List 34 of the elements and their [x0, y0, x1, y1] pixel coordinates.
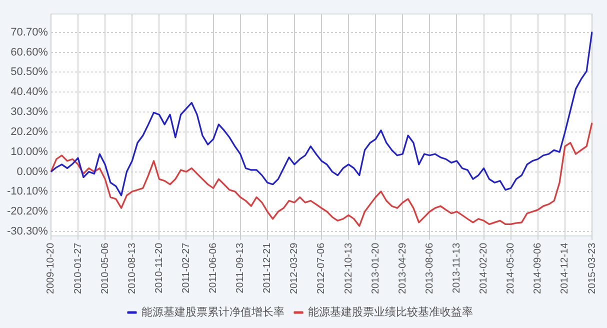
x-tick-label: 2014-12-14: [560, 242, 571, 294]
y-tick-label: 50.50%: [10, 66, 48, 78]
x-tick-label: 2015-03-23: [586, 242, 598, 294]
y-tick-label: 30.30%: [10, 106, 48, 118]
x-tick-label: 2014-05-30: [506, 242, 517, 294]
y-tick-label: 70.70%: [10, 26, 48, 38]
legend-label: 能源基建股票业绩比较基准收益率: [308, 305, 473, 318]
y-tick-label: 0.00%: [16, 166, 48, 178]
x-tick-label: 2013-04-29: [397, 242, 408, 294]
y-tick-label: -20.20%: [6, 206, 48, 218]
x-tick-label: 2012-03-29: [289, 242, 300, 294]
x-tick-label: 2010-05-06: [100, 242, 111, 294]
legend-label: 能源基建股票累计净值增长率: [142, 305, 284, 318]
x-tick-label: 2013-01-20: [370, 242, 382, 294]
x-tick-label: 2011-09-13: [235, 242, 246, 294]
x-tick-label: 2014-09-06: [532, 242, 544, 294]
x-tick-label: 2010-01-27: [72, 242, 84, 294]
y-tick-label: 20.20%: [10, 126, 48, 138]
x-tick-label: 2013-11-13: [451, 242, 462, 294]
x-tick-label: 2011-02-27: [180, 242, 192, 294]
x-tick-label: 2009-10-20: [46, 242, 57, 294]
y-tick-label: -30.30%: [6, 226, 48, 238]
y-tick-label: 60.60%: [10, 46, 48, 58]
x-tick-label: 2010-08-13: [126, 242, 138, 294]
x-tick-label: 2014-02-20: [478, 242, 490, 294]
x-tick-label: 2012-07-06: [316, 242, 328, 294]
y-tick-label: -10.10%: [6, 186, 48, 198]
x-tick-label: 2011-12-21: [262, 242, 274, 294]
x-tick-label: 2010-11-20: [154, 242, 165, 294]
y-tick-label: 40.40%: [10, 86, 48, 98]
x-tick-label: 2012-10-13: [343, 242, 354, 294]
y-tick-label: 10.00%: [10, 146, 48, 158]
x-tick-label: 2011-06-06: [208, 242, 220, 294]
x-tick-label: 2013-08-06: [424, 242, 436, 294]
